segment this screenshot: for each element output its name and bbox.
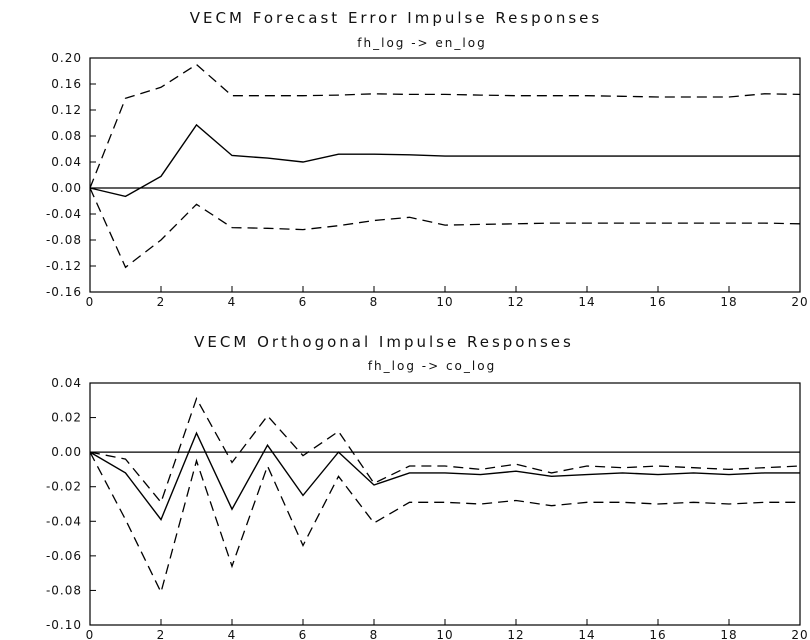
- x-axis: 0 2 4 6 8 10 12 14 16 18 20: [86, 286, 808, 309]
- x-tick-label: 10: [436, 628, 453, 640]
- upper-confidence-band: [89, 397, 801, 504]
- y-tick-label: -0.16: [46, 285, 82, 299]
- chart-subtitle: fh_log -> co_log: [368, 359, 496, 373]
- orthogonal-panel: VECM Orthogonal Impulse Responses fh_log…: [46, 333, 808, 640]
- x-tick-label: 0: [86, 295, 95, 309]
- chart-title: VECM Forecast Error Impulse Responses: [190, 9, 602, 27]
- y-tick-label: 0.02: [51, 411, 82, 425]
- y-tick-label: -0.08: [46, 583, 82, 597]
- x-tick-label: 10: [436, 295, 453, 309]
- forecast-error-panel: VECM Forecast Error Impulse Responses fh…: [46, 9, 808, 309]
- x-tick-label: 14: [578, 628, 595, 640]
- x-tick-label: 8: [370, 295, 379, 309]
- y-tick-label: 0.20: [51, 51, 82, 65]
- y-axis: 0.04 0.02 0.00 -0.02 -0.04 -0.06 -0.08 -0.10: [46, 376, 96, 632]
- lower-confidence-band: [89, 451, 800, 595]
- x-tick-label: 18: [720, 295, 737, 309]
- y-tick-label: 0.04: [51, 155, 82, 169]
- x-axis: 0 2 4 6 8 10 12 14 16 18 20: [86, 619, 808, 640]
- y-tick-label: -0.10: [46, 618, 82, 632]
- y-tick-label: -0.06: [46, 549, 82, 563]
- y-tick-label: 0.08: [51, 129, 82, 143]
- x-tick-label: 0: [86, 628, 95, 640]
- y-tick-label: -0.02: [46, 480, 82, 494]
- x-tick-label: 16: [649, 628, 666, 640]
- x-tick-label: 6: [299, 628, 308, 640]
- x-tick-label: 20: [791, 295, 808, 309]
- chart-title: VECM Orthogonal Impulse Responses: [194, 333, 574, 351]
- plot-frame: [89, 382, 801, 626]
- y-tick-label: -0.12: [46, 259, 82, 273]
- y-tick-label: -0.04: [46, 514, 82, 528]
- x-tick-label: 12: [507, 295, 524, 309]
- y-tick-label: -0.04: [46, 207, 82, 221]
- x-tick-label: 14: [578, 295, 595, 309]
- lower-confidence-band: [89, 187, 801, 269]
- x-tick-label: 18: [720, 628, 737, 640]
- x-tick-label: 12: [507, 628, 524, 640]
- y-tick-label: 0.00: [51, 181, 82, 195]
- series-group: [89, 63, 801, 269]
- upper-confidence-band: [89, 63, 801, 189]
- y-tick-label: 0.00: [51, 445, 82, 459]
- x-tick-label: 20: [791, 628, 808, 640]
- y-tick-label: -0.08: [46, 233, 82, 247]
- x-tick-label: 2: [157, 295, 166, 309]
- impulse-response-line: [89, 431, 800, 521]
- y-tick-label: 0.16: [51, 77, 82, 91]
- x-tick-label: 4: [228, 295, 237, 309]
- x-tick-label: 4: [228, 628, 237, 640]
- plot-frame: [89, 57, 801, 293]
- chart-subtitle: fh_log -> en_log: [357, 36, 486, 50]
- y-axis: 0.20 0.16 0.12 0.08 0.04 0.00 -0.04 -0.08 -0.12 -…: [46, 51, 96, 299]
- x-tick-label: 16: [649, 295, 666, 309]
- y-tick-label: 0.04: [51, 376, 82, 390]
- x-tick-label: 8: [370, 628, 379, 640]
- y-tick-label: 0.12: [51, 103, 82, 117]
- x-tick-label: 6: [299, 295, 308, 309]
- series-group: [89, 397, 801, 595]
- x-tick-label: 2: [157, 628, 166, 640]
- impulse-response-line: [89, 123, 800, 198]
